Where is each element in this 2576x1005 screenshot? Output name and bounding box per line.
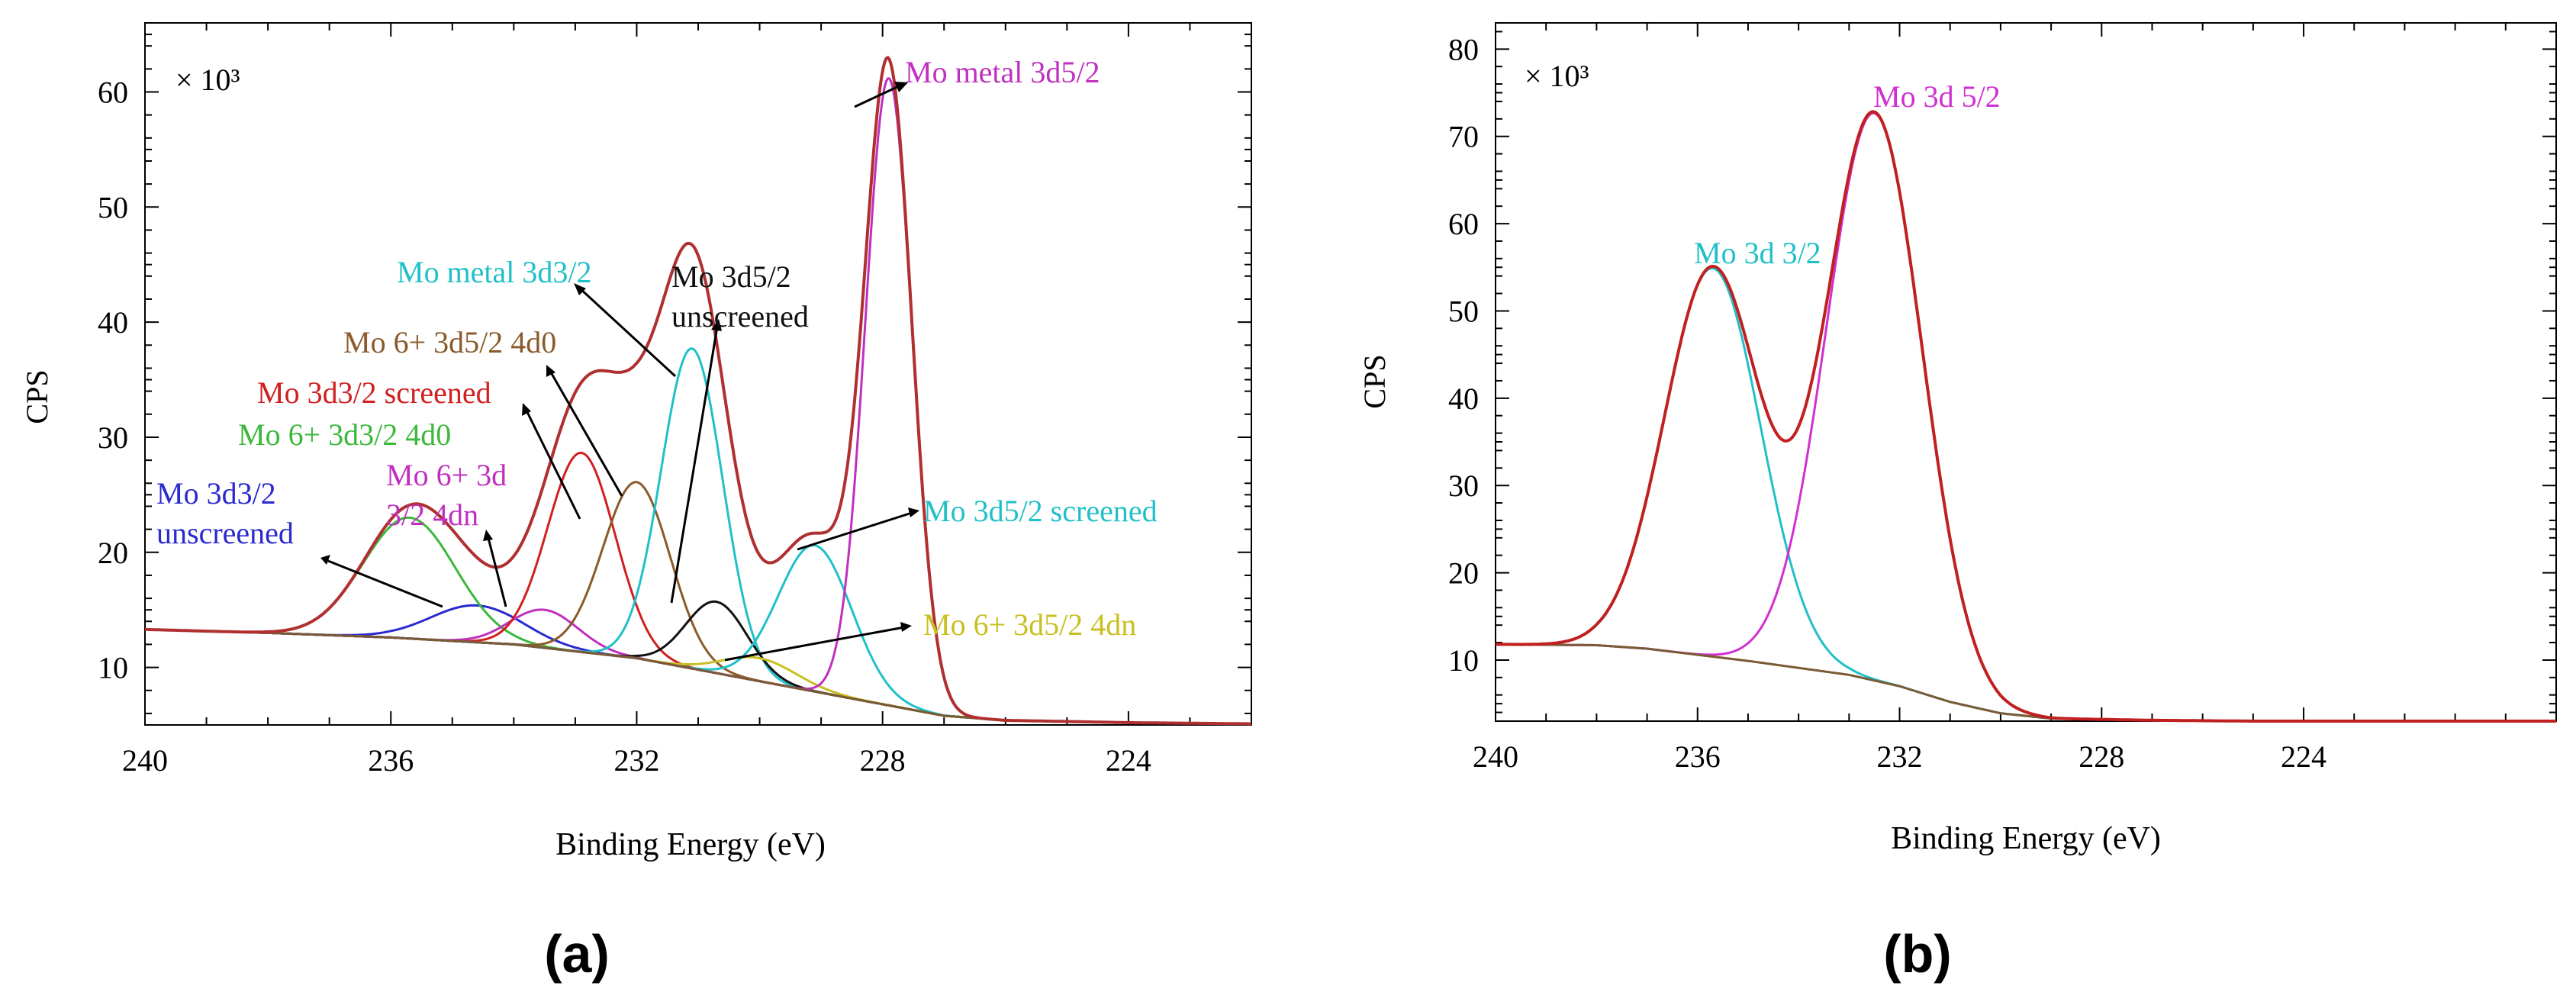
- x-tick-label: 228: [860, 743, 906, 778]
- panel-a-ylabel: CPS: [20, 369, 54, 424]
- label-mo6-3d-a: Mo 6+ 3d: [386, 458, 507, 492]
- x-tick-label: 240: [122, 743, 168, 778]
- arrowhead: [320, 555, 330, 565]
- panel-b-plot-frame: [1495, 22, 2557, 722]
- arrowhead: [894, 82, 908, 92]
- arrowhead: [522, 403, 531, 416]
- panel-a-arrow-heads: [320, 82, 919, 632]
- panel-b-xlabel: Binding Energy (eV): [1891, 821, 2161, 856]
- x-tick-label: 236: [368, 743, 414, 778]
- arrow-mo-metal-3d52: [854, 84, 901, 108]
- label-mo6-3d-b: 3/2 4dn: [386, 498, 478, 532]
- arrow-mo6-3d52-4dn: [724, 626, 905, 662]
- y-tick-label: 60: [1448, 207, 1479, 241]
- label-mo6-3d52-4dn: Mo 6+ 3d5/2 4dn: [923, 607, 1136, 642]
- y-tick-label: 50: [1448, 294, 1479, 328]
- x-tick-label: 236: [1675, 739, 1721, 774]
- arrowhead: [900, 622, 912, 632]
- panel-b: 240 236 232 228 224 10 20 30 40 50 60 70 80 × 10³ C…: [1357, 22, 2557, 856]
- label-mo-3d52-unscreened-2: unscreened: [671, 299, 809, 333]
- label-mo-3d52-screened: Mo 3d5/2 screened: [923, 494, 1158, 528]
- label-mo-metal-3d32: Mo metal 3d3/2: [397, 255, 592, 289]
- panel-b-ylabel: CPS: [1357, 354, 1392, 408]
- x-tick-label: 232: [1877, 739, 1923, 774]
- panel-a-xlabel: Binding Energy (eV): [555, 827, 826, 862]
- component-peak-mo-3d-5-2: [1495, 111, 2556, 723]
- label-mo-metal-3d52: Mo metal 3d5/2: [905, 55, 1100, 89]
- arrow-mo-3d52-unscreened: [670, 326, 719, 604]
- arrow-mo-3d32-unscreened: [327, 559, 443, 608]
- y-tick-label: 80: [1448, 32, 1479, 66]
- envelope-line: [144, 55, 1251, 726]
- y-tick-label: 20: [1448, 556, 1479, 591]
- y-tick-label: 50: [98, 190, 128, 224]
- label-mo6-3d32-4d0: Mo 6+ 3d3/2 4d0: [238, 417, 451, 452]
- panel-b-multiplier: × 10³: [1525, 59, 1589, 93]
- envelope-line: [1496, 110, 2556, 723]
- arrow-mo6-3d52-4d0: [549, 372, 623, 497]
- y-tick-label: 40: [1448, 382, 1479, 416]
- background-line: [1496, 643, 2556, 723]
- arrowhead: [574, 283, 586, 295]
- label-mo-3d32-unscreened-2: unscreened: [156, 516, 294, 550]
- y-tick-label: 10: [1448, 643, 1479, 678]
- x-tick-label: 228: [2079, 739, 2124, 774]
- arrow-mo-3d32-screened: [525, 410, 581, 520]
- label-mo-3d-52: Mo 3d 5/2: [1873, 79, 2001, 114]
- x-tick-label: 240: [1473, 739, 1518, 774]
- arrowhead: [483, 530, 493, 541]
- label-mo6-3d52-4d0: Mo 6+ 3d5/2 4d0: [343, 325, 556, 359]
- y-tick-label: 30: [98, 420, 128, 455]
- x-tick-label: 224: [1106, 743, 1151, 778]
- arrowhead: [711, 319, 722, 331]
- y-tick-label: 20: [98, 536, 128, 570]
- y-tick-label: 30: [1448, 469, 1479, 503]
- x-tick-label: 224: [2281, 739, 2326, 774]
- label-mo-3d32-unscreened-1: Mo 3d3/2: [156, 476, 276, 511]
- label-mo-3d-32: Mo 3d 3/2: [1694, 236, 1821, 270]
- arrowhead: [546, 365, 555, 377]
- y-tick-label: 60: [98, 75, 128, 109]
- y-tick-label: 70: [1448, 120, 1479, 154]
- y-tick-label: 10: [98, 651, 128, 685]
- arrow-mo-3d52-screened: [797, 511, 913, 551]
- arrow-mo6-3d32-4dn: [487, 537, 507, 607]
- panel-a-caption: (a): [544, 924, 610, 984]
- background-line: [144, 628, 1251, 725]
- arrowhead: [908, 507, 919, 517]
- panel-a: 240 236 232 228 224 10 20 30 40 50 60 × 10³ CPS B…: [20, 22, 1252, 862]
- panel-a-annotation-labels: Mo metal 3d5/2 Mo metal 3d3/2 Mo 3d5/2 u…: [156, 55, 1158, 642]
- x-tick-label: 232: [613, 743, 659, 778]
- component-peak-mo-3d-3-2: [1496, 266, 2556, 723]
- label-mo-3d32-screened: Mo 3d3/2 screened: [257, 375, 491, 410]
- panel-b-caption: (b): [1883, 924, 1952, 984]
- arrow-mo-metal-3d32: [578, 287, 677, 378]
- label-mo-3d52-unscreened-1: Mo 3d5/2: [671, 259, 791, 294]
- panel-a-multiplier: × 10³: [175, 63, 240, 97]
- component-peak-mo-6-3d5-2-4dn: [144, 628, 1251, 725]
- panel-a-annotation-arrows: [327, 84, 913, 662]
- y-tick-label: 40: [98, 305, 128, 340]
